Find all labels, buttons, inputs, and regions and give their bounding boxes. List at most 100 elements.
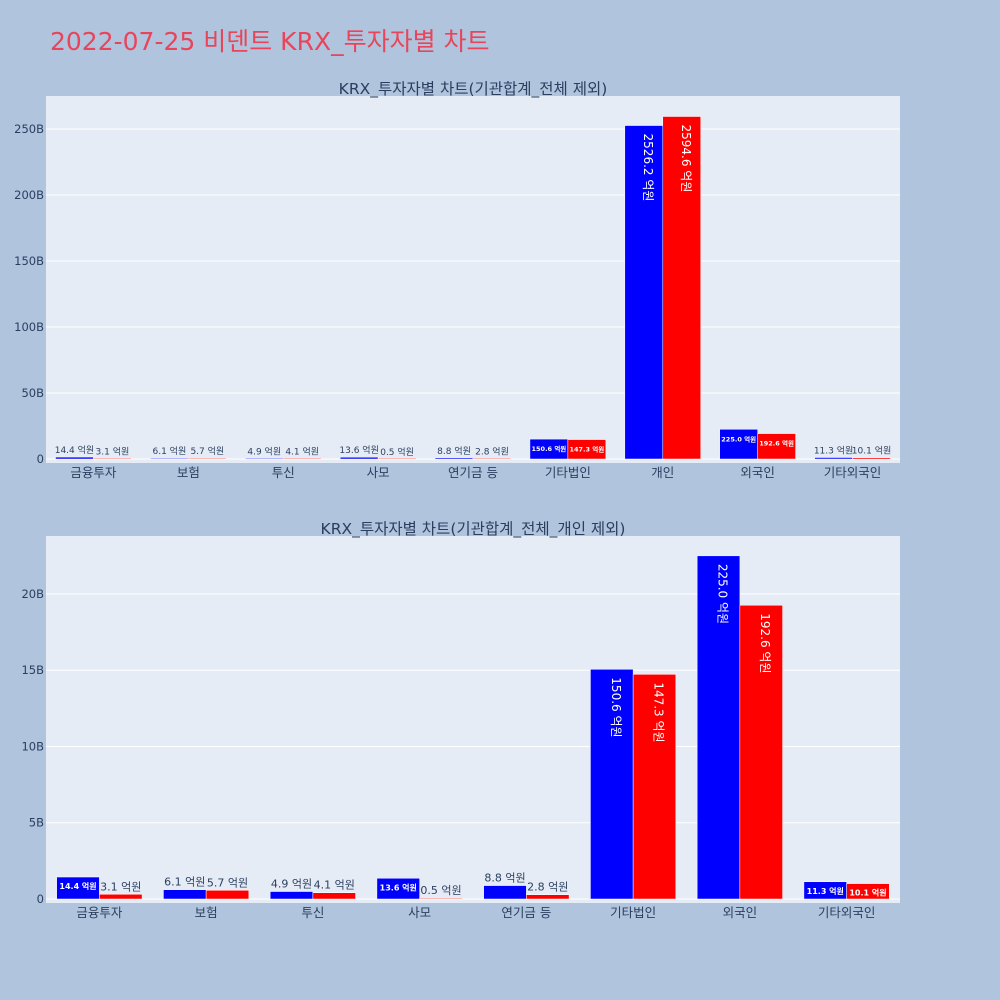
y-tick-label: 5B [29, 816, 44, 830]
bar [339, 456, 379, 460]
x-tick-label: 개인 [651, 465, 674, 480]
data-label: 4.1 억원 [314, 879, 355, 892]
y-tick-label: 250B [14, 122, 44, 136]
bar [205, 890, 250, 900]
data-label: 11.3 억원 [807, 886, 844, 896]
x-tick-label: 연기금 등 [501, 905, 551, 920]
data-label: 14.4 억원 [55, 444, 94, 456]
x-tick-label: 외국인 [740, 465, 775, 480]
data-label: 11.3 억원 [814, 445, 853, 457]
x-tick-label: 기타외국인 [818, 905, 876, 920]
x-tick-label: 사모 [408, 905, 431, 920]
bar [719, 429, 758, 460]
x-tick-label: 보험 [195, 905, 218, 920]
y-tick-label: 200B [14, 188, 44, 202]
bar [377, 457, 417, 460]
data-label: 2526.2 억원 [641, 134, 655, 202]
y-tick-label: 0 [37, 892, 44, 906]
data-label: 192.6 억원 [759, 439, 794, 448]
y-tick-label: 20B [21, 587, 44, 601]
bar [93, 457, 132, 460]
bar [757, 433, 796, 460]
x-tick-label: 외국인 [723, 905, 758, 920]
data-label: 150.6 억원 [532, 444, 567, 453]
x-tick-label: 기타법인 [610, 905, 656, 920]
x-tick-label: 보험 [177, 465, 200, 480]
bar [696, 555, 741, 900]
bar [662, 116, 701, 460]
y-tick-label: 100B [14, 320, 44, 334]
x-tick-label: 사모 [367, 465, 390, 480]
bar [632, 674, 677, 900]
chart-title: KRX_투자자별 차트(기관합계_전체 제외) [339, 80, 608, 99]
data-label: 10.1 억원 [852, 445, 891, 457]
bar [590, 669, 634, 900]
data-label: 0.5 억원 [380, 446, 414, 458]
bar [188, 457, 227, 460]
data-label: 225.0 억원 [721, 434, 756, 443]
y-tick-label: 0 [37, 452, 44, 466]
x-tick-label: 기타법인 [545, 465, 591, 480]
bar [245, 457, 284, 460]
data-label: 225.0 억원 [716, 564, 730, 624]
bar [472, 457, 512, 460]
data-label: 3.1 억원 [96, 446, 130, 458]
data-label: 6.1 억원 [164, 876, 205, 889]
bar [163, 889, 207, 900]
data-label: 8.8 억원 [484, 872, 525, 885]
x-tick-label: 금융투자 [70, 465, 117, 480]
data-label: 2594.6 억원 [679, 125, 693, 193]
bar [739, 604, 783, 900]
bar [419, 897, 463, 900]
bar [852, 457, 891, 460]
data-label: 13.6 억원 [380, 882, 417, 892]
x-tick-label: 투신 [272, 465, 295, 480]
data-label: 4.9 억원 [271, 878, 312, 891]
bar [150, 457, 189, 460]
bar [434, 457, 474, 460]
bar [99, 894, 143, 900]
data-label: 13.6 억원 [339, 444, 378, 456]
x-tick-label: 투신 [301, 905, 324, 920]
data-label: 10.1 억원 [849, 888, 886, 898]
bar [567, 439, 607, 460]
y-tick-label: 50B [21, 386, 44, 400]
data-label: 4.9 억원 [247, 445, 281, 457]
data-label: 6.1 억원 [152, 445, 186, 457]
data-label: 0.5 억원 [420, 884, 461, 897]
data-label: 5.7 억원 [207, 876, 248, 889]
chart-1: 0 50B 100B 150B 200B 250B KRX_투자자별 차트(기관합계_전체 … [14, 80, 900, 480]
data-label: 2.8 억원 [475, 446, 509, 458]
data-label: 8.8 억원 [437, 445, 471, 457]
chart-title: KRX_투자자별 차트(기관합계_전체_개인 제외) [321, 520, 626, 539]
data-label: 2.8 억원 [527, 881, 568, 894]
data-label: 3.1 억원 [100, 880, 141, 893]
bar [624, 125, 664, 460]
x-tick-label: 기타외국인 [824, 465, 882, 480]
bar [269, 891, 314, 900]
bar [56, 876, 100, 900]
data-label: 5.7 억원 [190, 445, 224, 457]
bar [312, 892, 356, 900]
y-tick-label: 150B [14, 254, 44, 268]
bar [282, 457, 322, 460]
bar [526, 894, 570, 900]
y-tick-label: 10B [21, 739, 44, 753]
y-tick-label: 15B [21, 663, 44, 677]
bar [483, 885, 527, 900]
bar [814, 457, 853, 460]
page-title: 2022-07-25 비덴트 KRX_투자자별 차트 [50, 27, 490, 56]
x-tick-label: 금융투자 [76, 905, 123, 920]
chart-2: 0 5B 10B 15B 20B KRX_투자자별 차트(기관합계_전체_개인 제외) 금융… [21, 520, 900, 920]
data-label: 147.3 억원 [569, 445, 604, 454]
data-label: 192.6 억원 [758, 613, 772, 673]
bar [846, 883, 890, 900]
x-tick-label: 연기금 등 [448, 465, 498, 480]
data-label: 14.4 억원 [59, 881, 96, 891]
bar [376, 878, 420, 900]
plot-area [46, 96, 900, 463]
data-label: 4.1 억원 [285, 445, 319, 457]
bar [55, 456, 94, 460]
data-label: 147.3 억원 [651, 682, 665, 742]
